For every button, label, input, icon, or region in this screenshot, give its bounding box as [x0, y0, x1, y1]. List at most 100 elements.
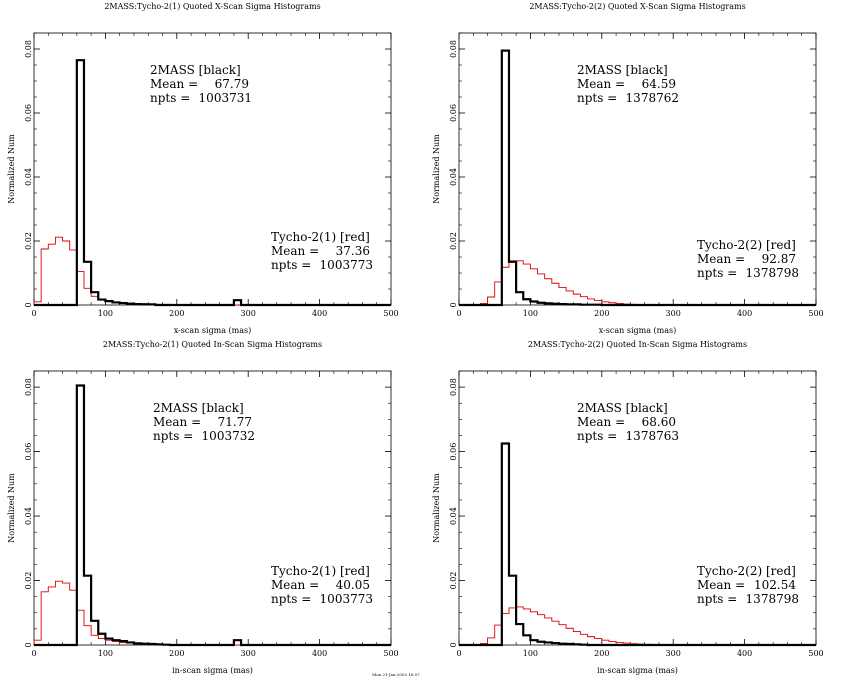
y-tick-label: 0.04 — [24, 168, 33, 186]
stats-series-name: 2MASS [black] — [577, 401, 668, 415]
x-tick-label: 400 — [312, 309, 327, 318]
histogram-panel-1: 2MASS:Tycho-2(1) Quoted X-Scan Sigma His… — [7, 2, 399, 335]
x-tick-label: 200 — [169, 649, 184, 658]
stats-series-name: Tycho-2(2) [red] — [697, 238, 796, 252]
stats-npts-label: npts = — [577, 91, 617, 105]
x-tick-label: 300 — [666, 309, 681, 318]
x-tick-label: 300 — [666, 649, 681, 658]
stats-mean-value: 40.05 — [336, 578, 370, 592]
stats-mean-label: Mean = — [697, 252, 745, 266]
stats-series-name: Tycho-2(2) [red] — [697, 564, 796, 578]
chart-title: 2MASS:Tycho-2(1) Quoted X-Scan Sigma His… — [104, 2, 320, 11]
x-tick-label: 100 — [98, 649, 113, 658]
y-tick-label: 0.06 — [24, 443, 33, 461]
stats-npts-value: 1003773 — [320, 258, 373, 272]
stats-npts-value: 1378798 — [746, 266, 799, 280]
histogram-2mass-black — [34, 59, 391, 307]
stats-npts-value: 1378763 — [626, 429, 679, 443]
y-tick-label: 0 — [449, 302, 458, 307]
stats-mean-value: 102.54 — [754, 578, 796, 592]
y-tick-label: 0 — [24, 642, 33, 647]
stats-series-name: 2MASS [black] — [150, 63, 241, 77]
y-tick-label: 0.04 — [449, 168, 458, 186]
stats-npts-label: npts = — [153, 429, 193, 443]
y-tick-label: 0.06 — [24, 104, 33, 122]
stats-mean-label: Mean = — [150, 77, 198, 91]
stats-npts-label: npts = — [697, 266, 737, 280]
x-tick-label: 300 — [241, 309, 256, 318]
y-tick-label: 0.04 — [449, 507, 458, 525]
x-tick-label: 0 — [456, 649, 461, 658]
y-tick-label: 0.02 — [24, 232, 33, 250]
y-axis-label: Normalized Num — [7, 134, 16, 204]
x-tick-label: 500 — [383, 649, 398, 658]
y-axis-label: Normalized Num — [432, 473, 441, 543]
x-axis-label: x-scan sigma (mas) — [174, 326, 252, 335]
x-tick-label: 0 — [31, 309, 36, 318]
y-tick-label: 0.06 — [449, 443, 458, 461]
y-tick-label: 0.08 — [449, 378, 458, 396]
timestamp-stamp: Mon 21-Jan-2003 16:57 — [372, 672, 420, 677]
stats-npts-value: 1378798 — [746, 592, 799, 606]
histogram-2mass-black — [459, 442, 816, 647]
stats-mean-label: Mean = — [577, 77, 625, 91]
histogram-panel-2: 2MASS:Tycho-2(2) Quoted X-Scan Sigma His… — [432, 2, 824, 335]
stats-npts-label: npts = — [271, 592, 311, 606]
histogram-tycho-red — [459, 606, 816, 646]
stats-series-name: Tycho-2(1) [red] — [271, 564, 370, 578]
y-tick-label: 0.02 — [449, 232, 458, 250]
x-axis-label: x-scan sigma (mas) — [599, 326, 677, 335]
stats-mean-value: 37.36 — [336, 244, 370, 258]
histogram-panel-3: 2MASS:Tycho-2(1) Quoted In-Scan Sigma Hi… — [7, 340, 399, 675]
stats-series-name: Tycho-2(1) [red] — [271, 230, 370, 244]
x-tick-label: 100 — [523, 649, 538, 658]
x-tick-label: 200 — [169, 309, 184, 318]
stats-mean-label: Mean = — [271, 244, 319, 258]
x-tick-label: 100 — [523, 309, 538, 318]
x-tick-label: 200 — [594, 309, 609, 318]
x-tick-label: 500 — [808, 649, 823, 658]
stats-npts-value: 1378762 — [626, 91, 679, 105]
stats-mean-value: 67.79 — [215, 77, 249, 91]
y-tick-label: 0.02 — [24, 572, 33, 590]
y-tick-label: 0 — [24, 302, 33, 307]
stats-mean-label: Mean = — [577, 415, 625, 429]
stats-npts-value: 1003773 — [320, 592, 373, 606]
y-tick-label: 0 — [449, 642, 458, 647]
x-tick-label: 100 — [98, 309, 113, 318]
x-tick-label: 0 — [31, 649, 36, 658]
y-tick-label: 0.08 — [24, 378, 33, 396]
stats-mean-value: 71.77 — [218, 415, 252, 429]
x-tick-label: 500 — [808, 309, 823, 318]
x-tick-label: 0 — [456, 309, 461, 318]
chart-title: 2MASS:Tycho-2(2) Quoted X-Scan Sigma His… — [529, 2, 745, 11]
y-tick-label: 0.08 — [24, 40, 33, 58]
x-tick-label: 400 — [737, 309, 752, 318]
stats-npts-label: npts = — [150, 91, 190, 105]
stats-npts-label: npts = — [271, 258, 311, 272]
y-tick-label: 0.04 — [24, 507, 33, 525]
stats-mean-label: Mean = — [697, 578, 745, 592]
y-tick-label: 0.06 — [449, 104, 458, 122]
stats-npts-label: npts = — [577, 429, 617, 443]
x-tick-label: 400 — [312, 649, 327, 658]
x-axis-label: in-scan sigma (mas) — [597, 666, 678, 675]
stats-mean-value: 68.60 — [642, 415, 676, 429]
stats-mean-label: Mean = — [153, 415, 201, 429]
y-tick-label: 0.08 — [449, 40, 458, 58]
x-tick-label: 300 — [241, 649, 256, 658]
histogram-2mass-black — [459, 49, 816, 307]
stats-npts-value: 1003732 — [202, 429, 255, 443]
stats-mean-value: 92.87 — [762, 252, 796, 266]
chart-title: 2MASS:Tycho-2(2) Quoted In-Scan Sigma Hi… — [528, 340, 747, 349]
stats-npts-value: 1003731 — [199, 91, 252, 105]
stats-series-name: 2MASS [black] — [153, 401, 244, 415]
x-axis-label: in-scan sigma (mas) — [172, 666, 253, 675]
y-axis-label: Normalized Num — [7, 473, 16, 543]
y-tick-label: 0.02 — [449, 572, 458, 590]
stats-series-name: 2MASS [black] — [577, 63, 668, 77]
x-tick-label: 200 — [594, 649, 609, 658]
x-tick-label: 400 — [737, 649, 752, 658]
x-tick-label: 500 — [383, 309, 398, 318]
